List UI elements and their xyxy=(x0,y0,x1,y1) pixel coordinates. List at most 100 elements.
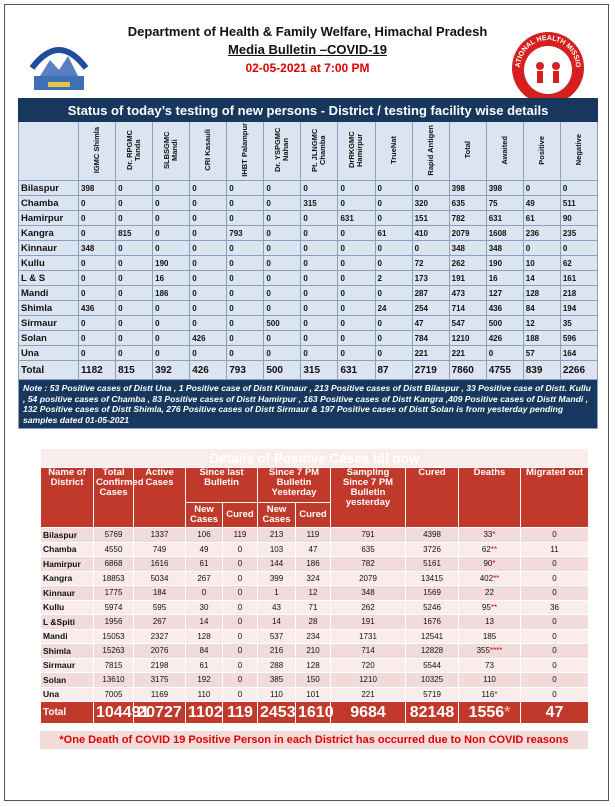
cell-value: 398 xyxy=(77,180,117,196)
cell-value: 0 xyxy=(374,195,413,211)
deaths-cell: 73 xyxy=(458,657,521,673)
data-row: Chamba 0 0 0 0 0 0 315 0 0 320 635 75 49 511 xyxy=(18,195,599,211)
column-header-text: CRI Kasauli xyxy=(203,129,213,171)
deaths-note: * xyxy=(494,689,498,699)
deaths-cell: 33* xyxy=(458,527,521,543)
column-header: SLBSGMC Mandi xyxy=(152,121,191,181)
deaths-cell: 90* xyxy=(458,556,521,572)
data-row: Bilaspur 398 0 0 0 0 0 0 0 0 0 398 398 0 0 xyxy=(18,180,599,196)
cell-value: 4755 xyxy=(485,360,524,380)
cell-value: 61 xyxy=(185,657,223,673)
note: Note : 53 Positive cases of Distt Una , … xyxy=(18,379,598,429)
district-label: Una xyxy=(40,686,94,702)
cell-value: 16 xyxy=(485,270,524,286)
cell-value: 1182 xyxy=(77,360,117,380)
deaths-count: 1556 xyxy=(468,703,505,721)
cell-value: 194 xyxy=(559,300,599,316)
migrated-value: 11 xyxy=(519,541,590,557)
cell-value: 0 xyxy=(152,315,191,331)
cell-value: 216 xyxy=(257,643,296,659)
data-row: Chamba 4550 749 49 0 103 47 635 3726 62** 11 xyxy=(40,541,590,557)
cell-value: 749 xyxy=(133,541,186,557)
cell-value: 13415 xyxy=(405,570,459,586)
column-header: Name of District xyxy=(40,467,94,528)
cell-value: 511 xyxy=(559,195,599,211)
district-label: Mandi xyxy=(18,285,79,301)
cell-value: 84 xyxy=(185,643,223,659)
data-row: Solan 13610 3175 192 0 385 150 1210 10325 110 0 xyxy=(40,672,590,688)
cell-value: 128 xyxy=(295,657,331,673)
cell-value: 0 xyxy=(300,300,339,316)
cell-value: 14 xyxy=(185,614,223,630)
cell-value: 0 xyxy=(263,300,302,316)
cell-value: 18853 xyxy=(93,570,134,586)
cell-value: 0 xyxy=(226,210,265,226)
column-header: TrueNat xyxy=(374,121,413,181)
cell-value: 0 xyxy=(115,285,154,301)
district-label: Kullu xyxy=(40,599,94,615)
district-label: Sirmaur xyxy=(18,315,79,331)
cell-value: 61 xyxy=(522,210,561,226)
cell-value: 103 xyxy=(257,541,296,557)
district-label: Kangra xyxy=(18,225,79,241)
cell-value: 348 xyxy=(448,240,487,256)
cell-value: 0 xyxy=(77,195,117,211)
cell-value: 184 xyxy=(133,585,186,601)
cell-value: 473 xyxy=(448,285,487,301)
column-header: Dr. RPGMC Tanda xyxy=(115,121,154,181)
cell-value: 348 xyxy=(485,240,524,256)
cell-value: 0 xyxy=(152,330,191,346)
header-row: Name of District Total Confirmed Cases Act… xyxy=(40,467,590,528)
cell-value: 5246 xyxy=(405,599,459,615)
district-label: Sirmaur xyxy=(40,657,94,673)
title-row: Status of today’s testing of new persons… xyxy=(18,98,598,122)
cell-value: 0 xyxy=(77,285,117,301)
cell-value: 793 xyxy=(226,225,265,241)
cell-value: 221 xyxy=(330,686,406,702)
cell-value: 0 xyxy=(522,240,561,256)
cell-value: 5161 xyxy=(405,556,459,572)
cell-value: 537 xyxy=(257,628,296,644)
district-label: Chamba xyxy=(18,195,79,211)
cell-value: 596 xyxy=(559,330,599,346)
cell-value: 0 xyxy=(337,180,376,196)
cell-value: 0 xyxy=(300,285,339,301)
cell-value: 0 xyxy=(337,315,376,331)
cell-value: 12828 xyxy=(405,643,459,659)
deaths-cell: 1556* xyxy=(458,701,521,724)
deaths-note: **** xyxy=(489,646,503,656)
cell-value: 0 xyxy=(77,330,117,346)
cell-value: 0 xyxy=(222,541,258,557)
cell-value: 288 xyxy=(257,657,296,673)
cell-value: 0 xyxy=(189,180,228,196)
cell-value: 49 xyxy=(522,195,561,211)
cell-value: 0 xyxy=(77,345,117,361)
testing-table: Status of today’s testing of new persons… xyxy=(18,98,599,429)
cell-value: 0 xyxy=(300,180,339,196)
deaths-count: 355 xyxy=(476,646,490,656)
cell-value: 287 xyxy=(411,285,450,301)
data-row: Mandi 15053 2327 128 0 537 234 1731 12541 185 0 xyxy=(40,628,590,644)
column-header: CRI Kasauli xyxy=(189,121,228,181)
cell-value: 6868 xyxy=(93,556,134,572)
cell-value: 0 xyxy=(374,210,413,226)
logo-left xyxy=(29,47,89,90)
cell-value: 426 xyxy=(485,330,524,346)
data-row: Total 104491 20727 1102 119 2453 1610 9684 82148… xyxy=(40,701,590,724)
deaths-note: * xyxy=(504,703,511,721)
column-header-text: Pt. JLNGMC Chamba xyxy=(310,128,328,172)
cell-value: 0 xyxy=(226,300,265,316)
cell-value: 128 xyxy=(522,285,561,301)
cell-value: 0 xyxy=(559,240,599,256)
deaths-note: * xyxy=(492,530,496,540)
deaths-cell: 13 xyxy=(458,614,521,630)
cell-value: 0 xyxy=(300,240,339,256)
cell-value: 0 xyxy=(226,285,265,301)
table-title: Status of today’s testing of new persons… xyxy=(18,98,598,122)
deaths-cell: 22 xyxy=(458,585,521,601)
cell-value: 2076 xyxy=(133,643,186,659)
cell-value: 0 xyxy=(337,285,376,301)
district-label: Kullu xyxy=(18,255,79,271)
cell-value: 9684 xyxy=(330,701,406,724)
